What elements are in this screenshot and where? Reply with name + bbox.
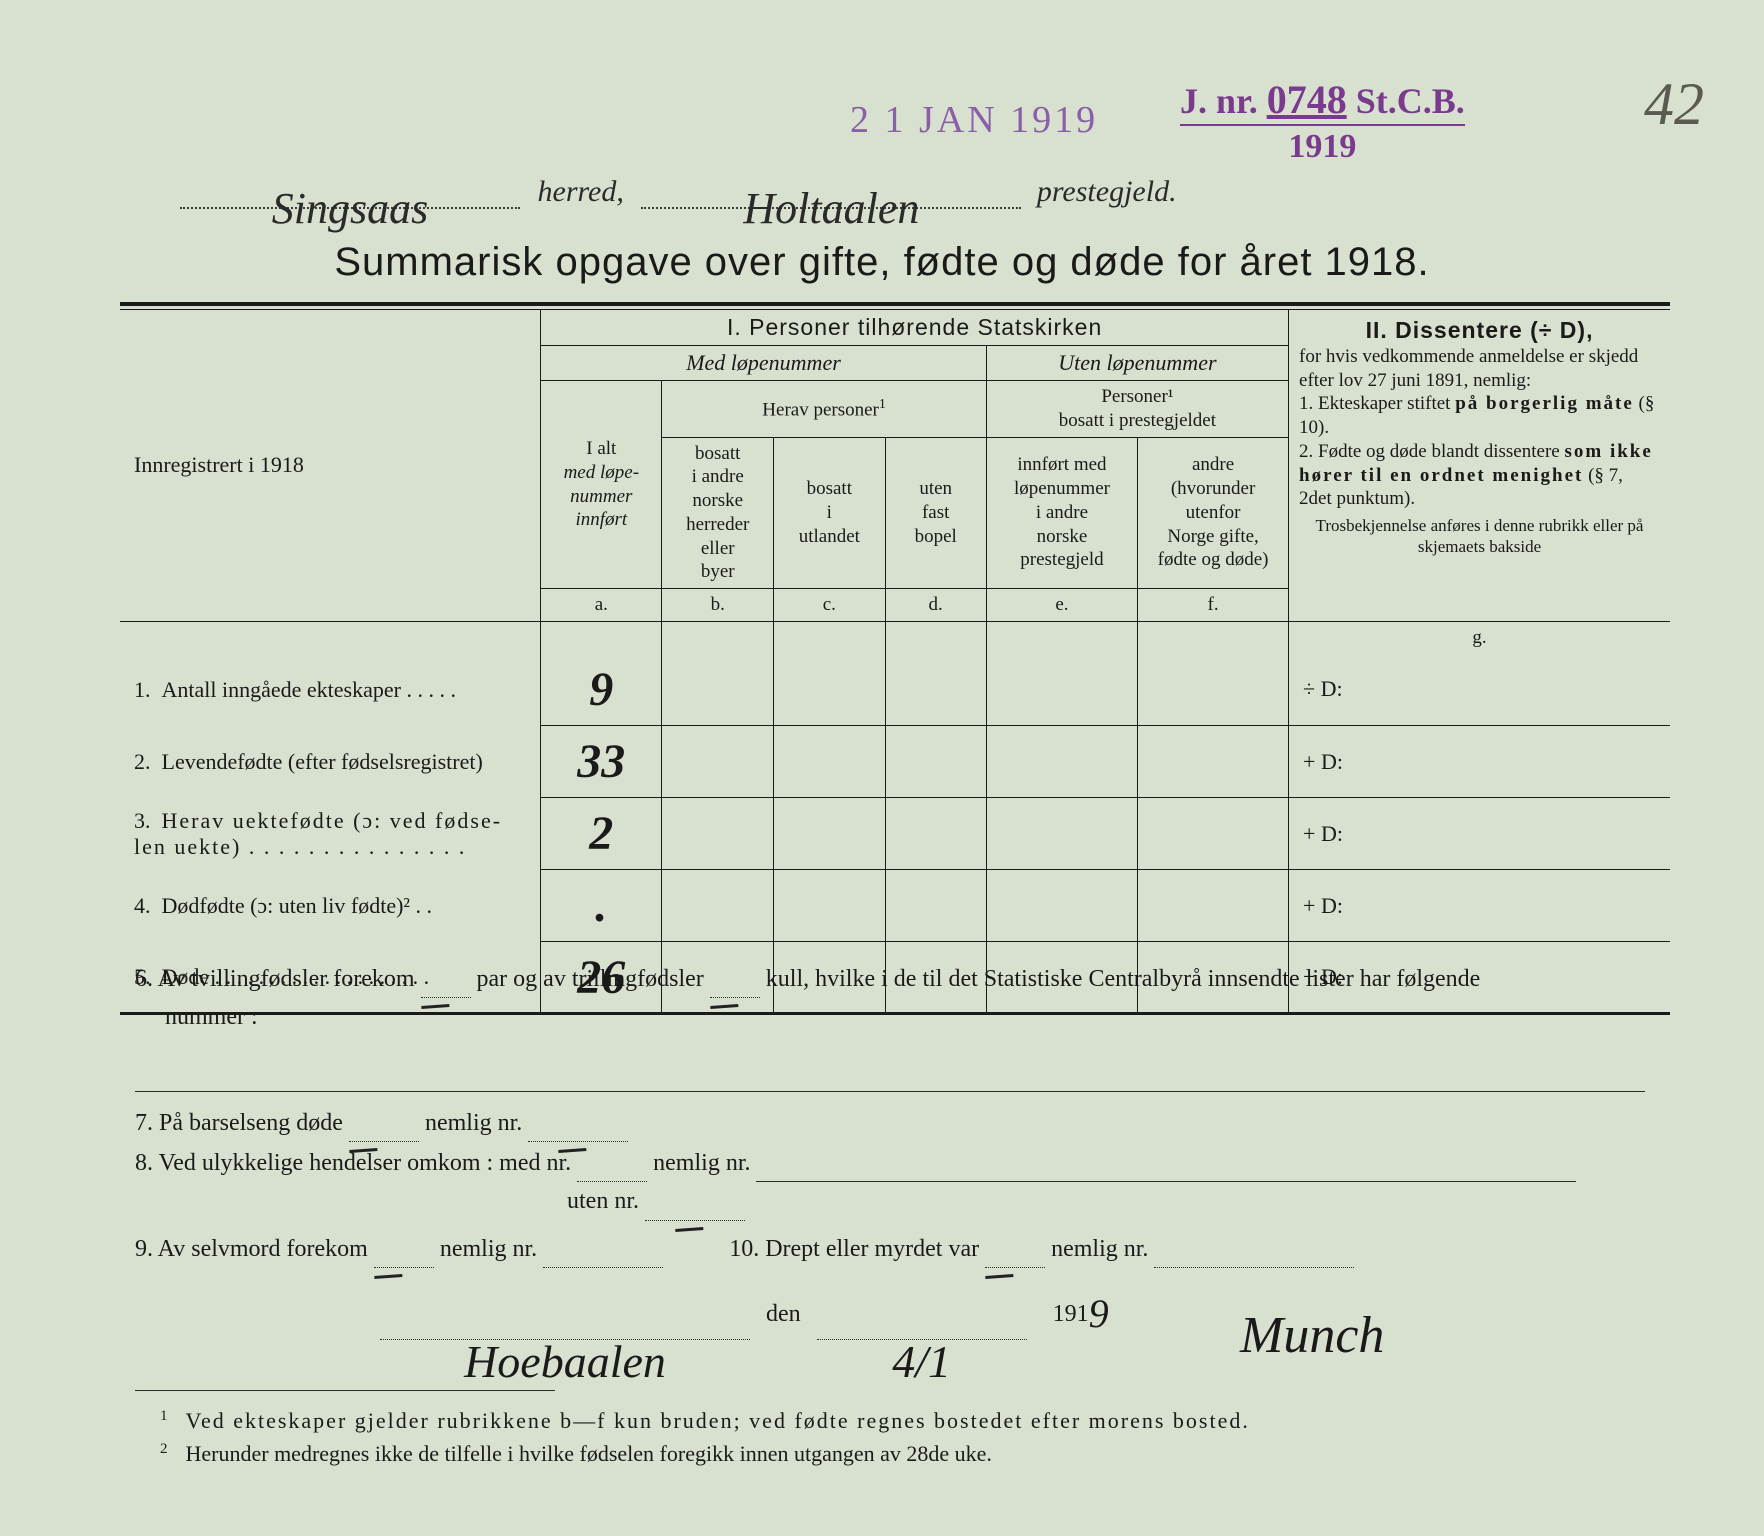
footnote-rule — [135, 1390, 555, 1391]
footnote-2: Herunder medregnes ikke de tilfelle i hv… — [186, 1441, 992, 1466]
main-table: Innregistrert i 1918 I. Personer tilhøre… — [120, 310, 1670, 1015]
document-page: 2 1 JAN 1919 J. nr. 0748 St.C.B. 1919 42… — [0, 0, 1764, 1536]
row-label: Herav uektefødte (ɔ: ved fødse- len uekt… — [134, 808, 502, 859]
uten-lope-header: Uten løpenummer — [986, 346, 1288, 381]
l6a: 6. Av tvillingfødsler forekom — [135, 966, 415, 992]
section1-title: I. Personer tilhørende Statskirken — [541, 310, 1289, 346]
jnr-year: 1919 — [1180, 124, 1465, 165]
signature: Munch — [1240, 1306, 1384, 1365]
letter-d: d. — [885, 589, 986, 622]
footnotes: 1Ved ekteskaper gjelder rubrikkene b—f k… — [160, 1404, 1660, 1470]
cell-a: . — [541, 870, 662, 942]
form-title: Summarisk opgave over gifte, fødte og dø… — [0, 240, 1764, 285]
date-hw: 4/1 — [892, 1336, 951, 1387]
line-7: 7. På barselseng døde nemlig nr. — [135, 1104, 1665, 1142]
cell-a: 2 — [541, 798, 662, 870]
col-e: innført med løpenummer i andre norske pr… — [986, 437, 1137, 589]
l8: 8. Ved ulykkelige hendelser omkom : med … — [135, 1150, 571, 1176]
letter-b: b. — [662, 589, 774, 622]
l9b: nemlig nr. — [440, 1236, 537, 1262]
page-number-pencil: 42 — [1644, 70, 1704, 139]
col-b: bosatt i andre norske herreder eller bye… — [662, 437, 774, 589]
l6c: kull, hvilke i de til det Statistiske Ce… — [766, 966, 1481, 992]
year-hw: 9 — [1089, 1291, 1109, 1336]
table-row: 4. Dødfødte (ɔ: uten liv fødte)² . . . +… — [120, 870, 1670, 942]
place-hw: Hoebaalen — [464, 1336, 666, 1387]
l6d: nummer : — [165, 1004, 258, 1030]
jnr-number: 0748 — [1267, 77, 1347, 122]
herred-label: herred, — [538, 175, 624, 208]
jnr-prefix: J. nr. — [1180, 81, 1258, 121]
row-num: 4. — [134, 893, 151, 918]
row-num: 2. — [134, 749, 151, 774]
line-8: 8. Ved ulykkelige hendelser omkom : med … — [135, 1144, 1665, 1221]
prestegjeld-handwritten: Holtaalen — [743, 184, 919, 233]
received-date-stamp: 2 1 JAN 1919 — [850, 98, 1098, 142]
journal-number-stamp: J. nr. 0748 St.C.B. 1919 — [1180, 78, 1465, 165]
jnr-suffix: St.C.B. — [1356, 81, 1465, 121]
col-a-top: I alt — [586, 438, 616, 459]
col-d: uten fast bopel — [885, 437, 986, 589]
section2-body1: for hvis vedkommende anmeldelse er skjed… — [1299, 345, 1660, 393]
row-num: 1. — [134, 677, 151, 702]
col-a-mid: med løpe- nummer innført — [564, 462, 639, 531]
med-lope-header: Med løpenummer — [541, 346, 987, 381]
cell-a: 9 — [541, 654, 662, 726]
l7b: nemlig nr. — [425, 1110, 522, 1136]
section2-item1b: på borgerlig måte — [1455, 393, 1634, 414]
table-row: 3. Herav uektefødte (ɔ: ved fødse- len u… — [120, 798, 1670, 870]
cell-g: + D: — [1289, 726, 1670, 798]
table-row: 2. Levendefødte (efter fødselsregistret)… — [120, 726, 1670, 798]
row-num: 3. — [134, 808, 151, 833]
row-label: Dødfødte (ɔ: uten liv fødte)² . . — [162, 893, 433, 918]
l9: 9. Av selvmord forekom — [135, 1236, 368, 1262]
top-rule — [120, 302, 1670, 310]
l7: 7. På barselseng døde — [135, 1110, 343, 1136]
line-6: 6. Av tvillingfødsler forekom par og av … — [135, 960, 1665, 1092]
l8b: nemlig nr. — [653, 1150, 750, 1176]
col-f: andre (hvorunder utenfor Norge gifte, fø… — [1138, 437, 1289, 589]
herav-personer: Herav personer — [762, 399, 879, 420]
letter-g: g. — [1289, 621, 1670, 653]
letter-c: c. — [774, 589, 886, 622]
l8c: uten nr. — [567, 1188, 639, 1214]
cell-a: 33 — [541, 726, 662, 798]
l6b: par og av trillingfødsler — [477, 966, 704, 992]
letter-f: f. — [1138, 589, 1289, 622]
dateline: Hoebaalen den 4/1 1919 — [380, 1276, 1580, 1340]
l10b: nemlig nr. — [1051, 1236, 1148, 1262]
letter-e: e. — [986, 589, 1137, 622]
cell-g: + D: — [1289, 798, 1670, 870]
row-label: Levendefødte (efter fødselsregistret) — [162, 749, 483, 774]
prestegjeld-label: prestegjeld. — [1037, 175, 1177, 208]
cell-g: + D: — [1289, 870, 1670, 942]
cell-g: ÷ D: — [1289, 654, 1670, 726]
col-c: bosatt i utlandet — [774, 437, 886, 589]
letter-a: a. — [541, 589, 662, 622]
den-label: den — [766, 1301, 801, 1327]
section2-title: II. Dissentere (÷ D), — [1299, 316, 1660, 345]
footnote-1: Ved ekteskaper gjelder rubrikkene b—f ku… — [186, 1408, 1250, 1433]
personer-bosatt: Personer¹ bosatt i prestegjeldet — [986, 381, 1288, 438]
section2-foot: Trosbekjennelse anføres i denne rubrikk … — [1299, 515, 1660, 558]
row-label: Antall inngåede ekteskaper . . . . . — [162, 677, 456, 702]
herred-handwritten: Singsaas — [272, 184, 428, 233]
l10: 10. Drept eller myrdet var — [729, 1236, 979, 1262]
section2-item1: 1. Ekteskaper stiftet — [1299, 393, 1450, 414]
header-line: Singsaas herred, Holtaalen prestegjeld. — [180, 175, 1530, 209]
left-header: Innregistrert i 1918 — [134, 452, 304, 477]
table-row: 1. Antall inngåede ekteskaper . . . . . … — [120, 654, 1670, 726]
line-9-10: 9. Av selvmord forekom nemlig nr. 10. Dr… — [135, 1230, 1665, 1268]
section2-item2: 2. Fødte og døde blandt dissentere — [1299, 441, 1560, 462]
year-print: 1 — [1077, 1301, 1089, 1327]
